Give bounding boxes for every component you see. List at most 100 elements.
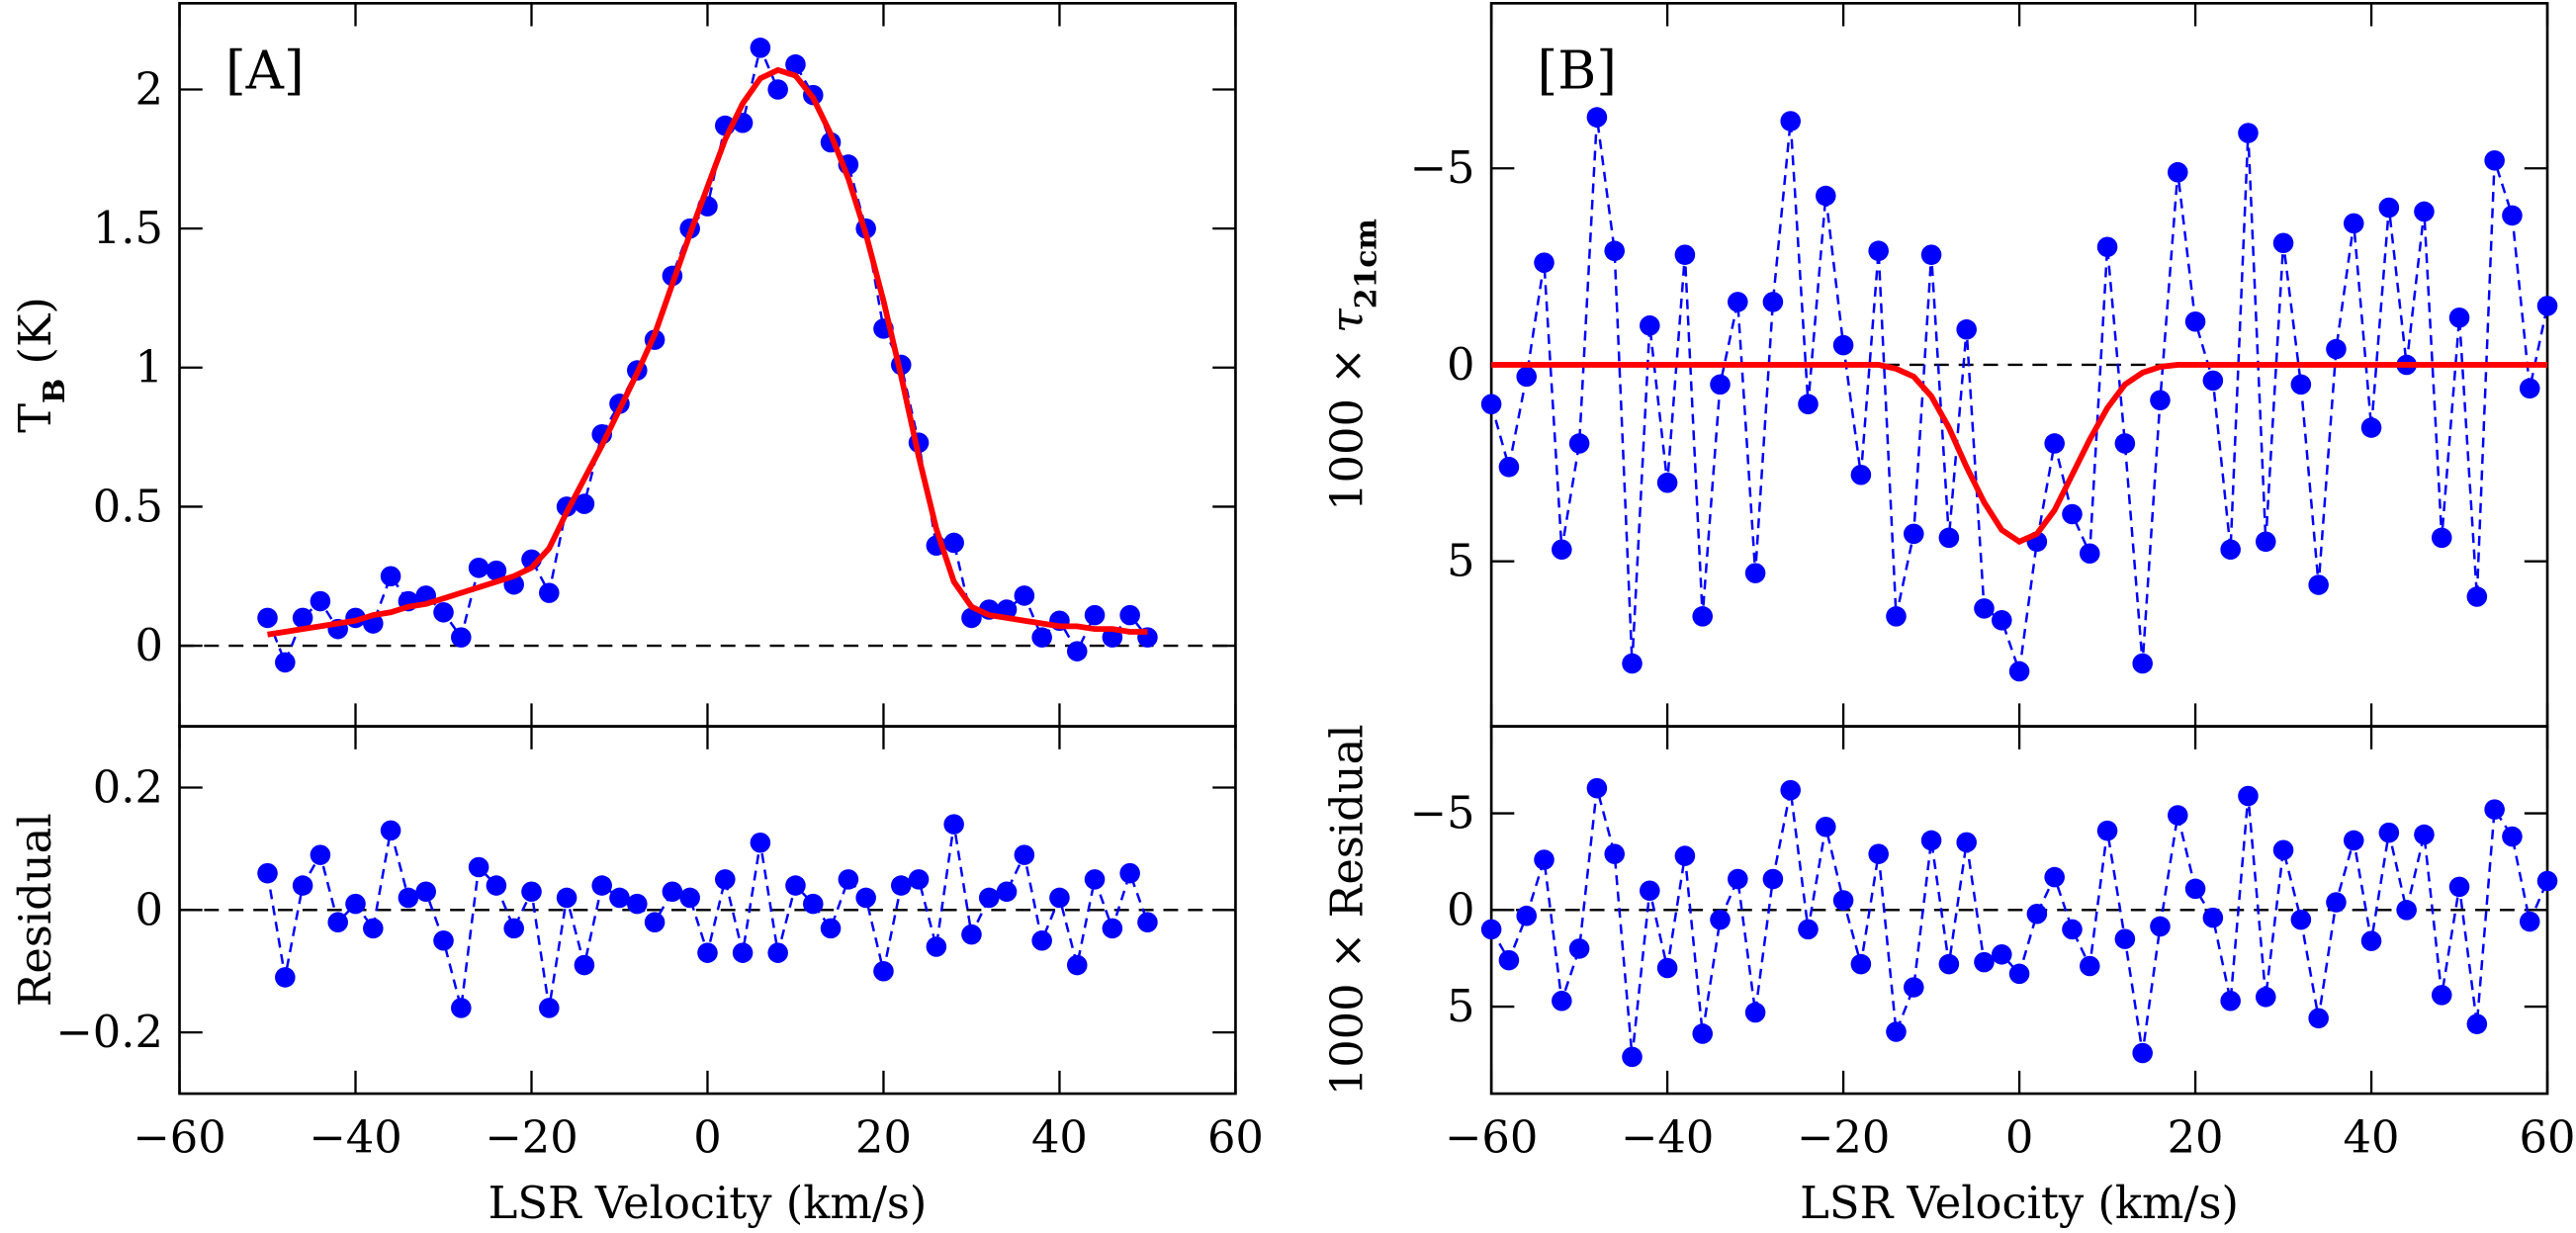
data-point xyxy=(1974,951,1995,973)
fit-line xyxy=(267,66,1148,638)
data-point xyxy=(1850,953,1872,975)
x-tick-label: 60 xyxy=(2520,1111,2576,1164)
data-point xyxy=(679,887,700,909)
data-point xyxy=(2378,197,2400,219)
data-point xyxy=(978,887,1000,909)
plot-frame xyxy=(178,1,1237,728)
data-point xyxy=(574,954,595,976)
data-point xyxy=(591,875,612,896)
data-point xyxy=(1728,292,1748,312)
data-point xyxy=(2308,574,2329,595)
data-point xyxy=(2360,930,2382,951)
data-point xyxy=(2202,907,2224,928)
y-tick-label: 0 xyxy=(1447,338,1474,391)
data-point xyxy=(1622,1046,1643,1068)
data-point xyxy=(521,881,542,903)
data-point xyxy=(2414,201,2435,222)
data-point xyxy=(2079,955,2100,977)
x-tick-label: 60 xyxy=(1207,1111,1264,1164)
data-point xyxy=(1832,890,1854,911)
data-point xyxy=(310,590,331,612)
data-point xyxy=(2167,161,2188,183)
data-point xyxy=(2290,909,2312,930)
data-point xyxy=(1498,949,1520,971)
data-point xyxy=(1534,849,1554,870)
y-axis-label-part: 21cm xyxy=(1349,219,1383,308)
data-point xyxy=(2238,123,2259,143)
data-point xyxy=(257,862,278,884)
y-tick-label: 0.2 xyxy=(93,760,163,813)
data-point xyxy=(1640,880,1660,902)
y-axis-label: TB (K) xyxy=(8,297,71,433)
data-point xyxy=(2519,911,2540,932)
x-tick-label: 40 xyxy=(2344,1111,2400,1164)
data-point xyxy=(556,887,577,909)
y-tick-label: 0 xyxy=(1447,883,1474,935)
y-axis-label-part: Residual xyxy=(8,813,60,1007)
data-point xyxy=(2079,543,2100,565)
data-point xyxy=(1674,845,1696,866)
y-axis-label-part: τ xyxy=(1320,308,1373,333)
x-tick-label: −20 xyxy=(1797,1111,1890,1164)
data-point xyxy=(943,814,964,835)
data-point xyxy=(2008,661,2030,682)
data-point xyxy=(1656,472,1678,493)
y-axis-label-part: 1000 × xyxy=(1320,333,1373,511)
data-point xyxy=(310,844,331,865)
data-point xyxy=(855,887,876,909)
data-point xyxy=(697,942,718,963)
data-point xyxy=(2026,903,2048,925)
data-point xyxy=(2220,990,2241,1012)
data-point xyxy=(838,869,859,890)
data-point xyxy=(1516,905,1538,926)
y-axis-label: 1000 × Residual xyxy=(1320,724,1373,1096)
data-point xyxy=(1780,779,1801,801)
x-axis-label: LSR Velocity (km/s) xyxy=(489,1177,928,1229)
data-point xyxy=(2272,839,2294,861)
data-point xyxy=(1014,844,1035,865)
data-point xyxy=(785,53,806,75)
data-point xyxy=(2096,820,2118,841)
data-point xyxy=(2290,374,2312,396)
data-point xyxy=(1956,832,1977,853)
data-point xyxy=(2150,390,2171,411)
data-point xyxy=(2272,232,2294,254)
data-point xyxy=(468,856,489,878)
y-axis-label-part: 1000 × Residual xyxy=(1320,724,1373,1096)
data-point xyxy=(1516,366,1538,388)
data-point xyxy=(292,875,313,896)
data-point xyxy=(1102,918,1123,939)
y-axis-label-part: B xyxy=(37,379,71,403)
data-point xyxy=(2466,1013,2488,1034)
data-point xyxy=(2448,876,2470,898)
data-point xyxy=(433,929,454,951)
data-point xyxy=(574,493,595,514)
data-point xyxy=(380,820,401,841)
data-point xyxy=(380,566,401,587)
data-point xyxy=(1920,244,1942,265)
data-point xyxy=(1568,938,1590,959)
data-point xyxy=(1868,240,1889,261)
data-point xyxy=(609,887,630,909)
data-point xyxy=(1710,374,1731,396)
data-point xyxy=(1798,919,1819,940)
data-point xyxy=(257,607,278,629)
data-point xyxy=(2184,878,2206,900)
data-point xyxy=(714,869,736,890)
data-point xyxy=(1692,1023,1713,1044)
y-tick-label: 5 xyxy=(1447,980,1474,1032)
data-point xyxy=(2044,433,2065,454)
data-point xyxy=(1568,433,1590,454)
data-point xyxy=(486,875,507,896)
y-axis-label-part: T xyxy=(8,403,60,433)
data-point xyxy=(1692,606,1713,627)
data-point xyxy=(908,869,930,890)
data-point xyxy=(1049,887,1070,909)
data-point xyxy=(1991,944,2012,965)
data-point xyxy=(873,960,894,982)
data-point xyxy=(2431,985,2452,1006)
data-point xyxy=(2114,928,2136,949)
data-point xyxy=(539,998,560,1018)
